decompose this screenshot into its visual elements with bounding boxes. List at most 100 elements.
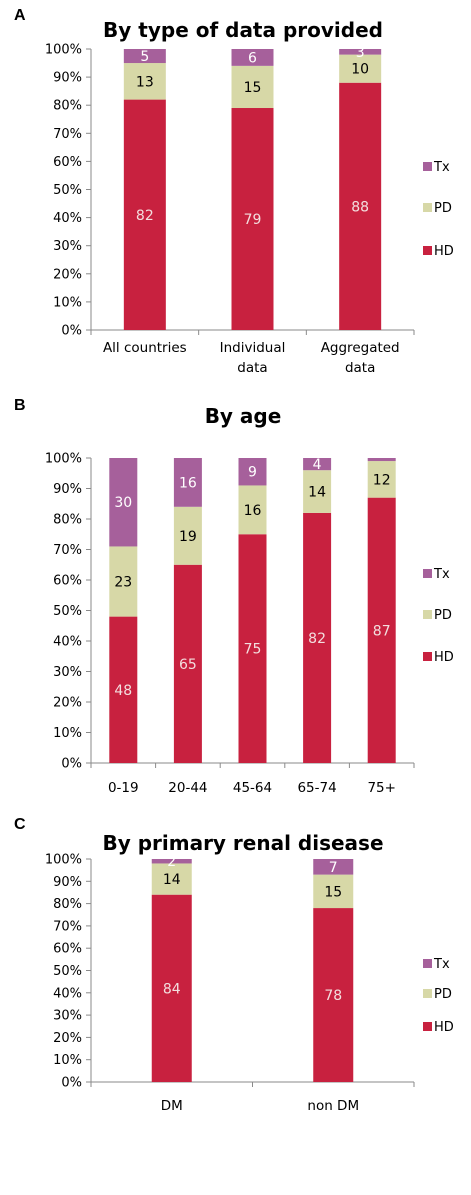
- data-label-pd: 16: [244, 503, 262, 519]
- legend-swatch-hd: [423, 652, 432, 661]
- bar-stack: 48 23 30: [109, 458, 138, 763]
- bar-segment-tx: [109, 458, 138, 547]
- data-label-hd: 87: [373, 623, 391, 639]
- chart-title: By age: [205, 404, 282, 428]
- bar-stack: 79 15 6: [231, 49, 274, 330]
- y-tick-label: 100%: [45, 452, 82, 467]
- legend: Tx PD HD: [423, 160, 454, 259]
- y-tick-label: 90%: [53, 482, 82, 497]
- x-tick-label: 65-74: [297, 780, 336, 796]
- bar-stack: 65 19 16: [173, 458, 202, 763]
- bar-stack: 75 16 9: [238, 458, 267, 763]
- data-label-pd: 15: [324, 884, 342, 900]
- data-label-hd: 84: [163, 981, 181, 997]
- bar-stack: 88 103: [339, 45, 382, 330]
- y-tick-label: 30%: [53, 665, 82, 680]
- panel-letter: C: [14, 816, 26, 833]
- bar-segment-pd: [109, 546, 138, 617]
- bar-segment-hd: [173, 564, 202, 763]
- data-label-hd: 75: [244, 642, 262, 658]
- legend-label-pd: PD: [434, 987, 452, 1002]
- y-tick-label: 80%: [53, 513, 82, 528]
- data-label-pd: 19: [179, 529, 197, 545]
- data-label-pd: 12: [373, 472, 391, 488]
- bar-segment-tx: [123, 49, 166, 64]
- bar-segment-pd: [151, 863, 192, 895]
- y-tick-label: 70%: [53, 127, 82, 142]
- bar-segment-hd: [313, 908, 354, 1082]
- y-tick-label: 10%: [53, 295, 82, 310]
- legend: Tx PD HD: [423, 957, 454, 1035]
- panel-letter: B: [14, 397, 26, 414]
- data-label-hd: 79: [244, 212, 262, 228]
- x-tick-label: 75+: [367, 780, 396, 796]
- legend: Tx PD HD: [423, 567, 454, 665]
- data-label-pd: 13: [136, 74, 154, 90]
- data-label-tx: 2: [167, 854, 176, 870]
- y-tick-label: 90%: [53, 71, 82, 86]
- x-tick-label: All countries: [103, 340, 187, 356]
- y-tick-label: 50%: [53, 964, 82, 979]
- bar-segment-pd: [173, 506, 202, 565]
- y-tick-label: 0%: [61, 324, 82, 339]
- data-label-pd: 15: [244, 80, 262, 96]
- bar-segment-pd: [123, 63, 166, 100]
- bar-stack: 78 15 7: [313, 859, 354, 1082]
- panel-letter: A: [14, 7, 26, 24]
- legend-label-hd: HD: [434, 1020, 454, 1035]
- bar-segment-pd: [313, 874, 354, 909]
- bar-segment-tx: [339, 49, 382, 55]
- y-tick-label: 30%: [53, 1009, 82, 1024]
- y-tick-label: 60%: [53, 942, 82, 957]
- y-tick-label: 10%: [53, 1053, 82, 1068]
- bar-segment-pd: [303, 470, 332, 513]
- bar-segment-hd: [109, 616, 138, 763]
- legend-swatch-tx: [423, 569, 432, 578]
- y-tick-label: 20%: [53, 267, 82, 282]
- legend-label-pd: PD: [434, 608, 452, 623]
- bar-segment-hd: [367, 497, 396, 763]
- y-tick-label: 20%: [53, 696, 82, 711]
- data-label-tx: 30: [114, 495, 132, 511]
- data-label-pd: 23: [114, 575, 132, 591]
- legend-swatch-pd: [423, 203, 432, 212]
- bar-segment-pd: [238, 485, 267, 535]
- legend-label-tx: Tx: [433, 160, 450, 175]
- y-tick-label: 50%: [53, 604, 82, 619]
- chart-panel-a: A By type of data provided 0% 10% 20% 30% 40% 5…: [14, 7, 454, 376]
- x-tick-label: 0-19: [108, 780, 139, 796]
- bar-segment-hd: [231, 108, 274, 330]
- chart-title: By primary renal disease: [102, 831, 383, 855]
- bar-stack: 82 13 5: [123, 49, 166, 330]
- y-tick-label: 100%: [45, 853, 82, 868]
- y-tick-label: 20%: [53, 1031, 82, 1046]
- legend-swatch-pd: [423, 610, 432, 619]
- y-tick-label: 40%: [53, 635, 82, 650]
- x-tick-label: Aggregated data: [321, 340, 400, 376]
- bar-segment-pd: [339, 54, 382, 83]
- bar-segment-pd: [367, 461, 396, 498]
- bar-segment-hd: [339, 82, 382, 330]
- data-label-hd: 48: [114, 683, 132, 699]
- data-label-hd: 82: [308, 631, 326, 647]
- bar-stack: 82 14 4: [303, 457, 332, 763]
- legend-swatch-tx: [423, 162, 432, 171]
- x-tick-label: Individual data: [220, 340, 286, 376]
- legend-label-tx: Tx: [433, 567, 450, 582]
- data-label-tx: 16: [179, 475, 197, 491]
- legend-swatch-hd: [423, 246, 432, 255]
- bar-segment-hd: [123, 99, 166, 330]
- bar-segment-tx: [313, 859, 354, 875]
- chart-panel-b: B By age 0% 10% 20% 30% 40% 50% 60% 70% 80% 90% 100%…: [14, 397, 454, 796]
- y-tick-label: 30%: [53, 239, 82, 254]
- y-tick-label: 40%: [53, 211, 82, 226]
- bar-segment-tx: [173, 458, 202, 507]
- y-tick-label: 70%: [53, 543, 82, 558]
- legend-swatch-pd: [423, 989, 432, 998]
- x-tick-label: 45-64: [233, 780, 272, 796]
- data-label-hd: 65: [179, 657, 197, 673]
- data-label-hd: 88: [351, 199, 369, 215]
- bar-segment-tx: [303, 458, 332, 471]
- data-label-tx: 5: [140, 49, 149, 65]
